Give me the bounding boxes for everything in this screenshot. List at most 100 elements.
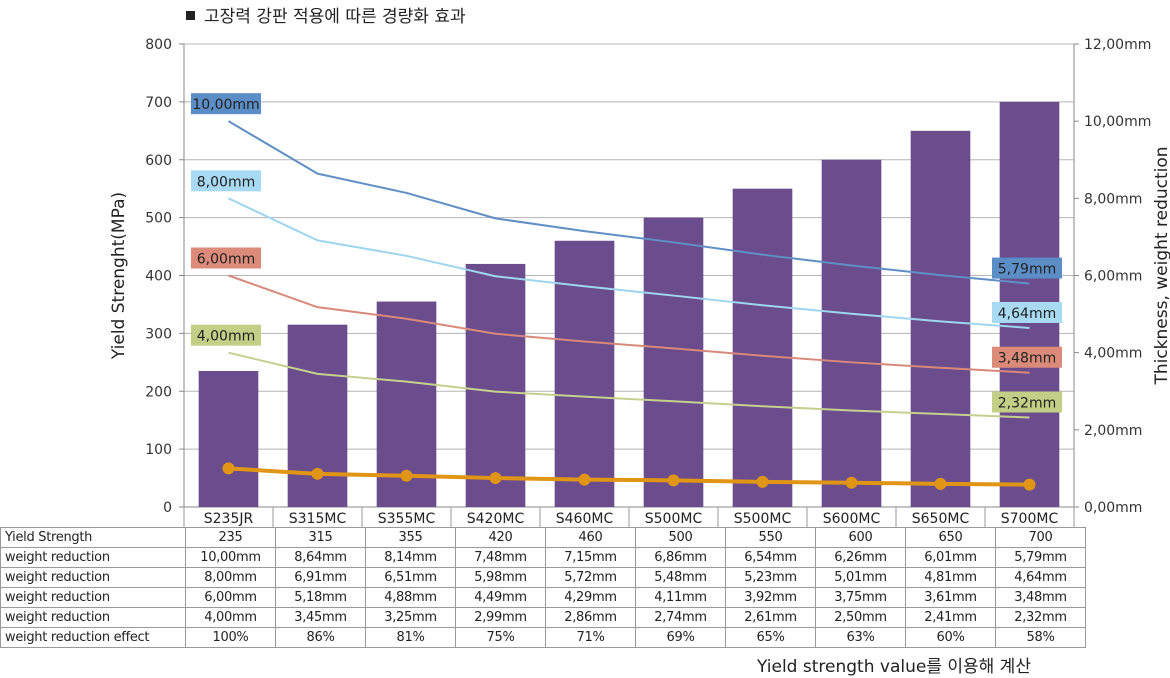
x-tick-label: S315MC bbox=[289, 511, 347, 527]
table-cell: 10,00mm bbox=[185, 547, 276, 568]
table-cell: 5,18mm bbox=[275, 587, 366, 608]
end-value-badge bbox=[992, 346, 1062, 368]
table-cell: 4,11mm bbox=[635, 587, 726, 608]
chart-plot: 0 100 200 300 400 500 600 700 800 0,00mm 2,00mm 4,0… bbox=[109, 37, 1170, 527]
bar bbox=[198, 370, 259, 507]
x-tick-label: S500MC bbox=[734, 511, 792, 527]
table-cell: 6,00mm bbox=[185, 587, 276, 608]
y-axis-title: Yield Strenght(MPa) bbox=[109, 192, 129, 360]
table-cell: 60% bbox=[905, 627, 996, 648]
y2-tick-label: 10,00mm bbox=[1084, 114, 1151, 130]
table-cell: 6,51mm bbox=[365, 567, 456, 588]
table-cell: 460 bbox=[545, 527, 636, 548]
thickness-series-line bbox=[228, 274, 1030, 374]
effect-point bbox=[1023, 478, 1036, 491]
table-cell: 5,98mm bbox=[455, 567, 546, 588]
table-cell: 6,01mm bbox=[905, 547, 996, 568]
start-value-label: 10,00mm bbox=[192, 97, 259, 113]
table-row: weight reduction 10,00mm 8,64mm 8,14mm 7,48m… bbox=[0, 547, 1086, 568]
table-cell: 3,45mm bbox=[275, 607, 366, 628]
x-tick-label: S650MC bbox=[912, 511, 970, 527]
y-tick-label: 600 bbox=[145, 153, 172, 169]
table-cell: 5,79mm bbox=[995, 547, 1086, 568]
thickness-series-line bbox=[227, 120, 1030, 285]
table-row: Yield Strength 235 315 355 420 460 500 550 600 65… bbox=[0, 527, 1086, 548]
table-cell: 69% bbox=[635, 627, 726, 648]
table-cell: 355 bbox=[365, 527, 456, 548]
effect-point bbox=[578, 473, 591, 486]
table-cell: 235 bbox=[185, 527, 276, 548]
table-cell: 4,81mm bbox=[905, 567, 996, 588]
table-row: weight reduction 6,00mm 5,18mm 4,88mm 4,49mm… bbox=[0, 587, 1086, 608]
x-tick-label: S460MC bbox=[556, 511, 614, 527]
table-cell: 5,48mm bbox=[635, 567, 726, 588]
table-row: weight reduction effect 100% 86% 81% 75% 71% 6… bbox=[0, 627, 1086, 648]
x-tick-label: S500MC bbox=[645, 511, 703, 527]
table-cell: 81% bbox=[365, 627, 456, 648]
y-tick-label: 800 bbox=[145, 37, 172, 53]
table-cell: 2,32mm bbox=[995, 607, 1086, 628]
y-tick-label: 100 bbox=[145, 442, 172, 458]
table-cell: 65% bbox=[725, 627, 816, 648]
table-cell: 3,92mm bbox=[725, 587, 816, 608]
y2-tick-label: 4,00mm bbox=[1084, 346, 1142, 362]
table-cell: 8,00mm bbox=[185, 567, 276, 588]
y-tick-label: 0 bbox=[163, 500, 172, 516]
table-cell: 2,86mm bbox=[545, 607, 636, 628]
start-value-label: 6,00mm bbox=[197, 252, 255, 268]
table-cell: 650 bbox=[905, 527, 996, 548]
y2-tick-label: 12,00mm bbox=[1084, 37, 1151, 53]
start-value-label: 4,00mm bbox=[197, 329, 255, 345]
table-cell: 63% bbox=[815, 627, 906, 648]
table-cell: 5,01mm bbox=[815, 567, 906, 588]
row-label: weight reduction bbox=[0, 547, 186, 568]
end-value-label: 3,48mm bbox=[998, 351, 1056, 367]
y2-tick-label: 0,00mm bbox=[1084, 500, 1142, 516]
table-cell: 8,64mm bbox=[275, 547, 366, 568]
x-tick-label: S420MC bbox=[467, 511, 525, 527]
table-cell: 86% bbox=[275, 627, 366, 648]
table-cell: 4,00mm bbox=[185, 607, 276, 628]
effect-point bbox=[756, 475, 769, 488]
end-value-badge bbox=[992, 257, 1062, 279]
effect-point bbox=[311, 467, 324, 480]
footnote: Yield strength value를 이용해 계산 bbox=[757, 657, 1031, 677]
end-value-badge bbox=[992, 301, 1062, 323]
table-cell: 100% bbox=[185, 627, 276, 648]
y2-tick-label: 2,00mm bbox=[1084, 423, 1142, 439]
x-tick-label: S600MC bbox=[823, 511, 881, 527]
table-cell: 58% bbox=[995, 627, 1086, 648]
table-cell: 5,23mm bbox=[725, 567, 816, 588]
title-bullet-icon bbox=[186, 11, 195, 20]
table-cell: 2,50mm bbox=[815, 607, 906, 628]
table-cell: 7,15mm bbox=[545, 547, 636, 568]
row-label: weight reduction effect bbox=[0, 627, 186, 648]
table-cell: 3,61mm bbox=[905, 587, 996, 608]
table-cell: 5,72mm bbox=[545, 567, 636, 588]
row-label: weight reduction bbox=[0, 567, 186, 588]
table-cell: 2,41mm bbox=[905, 607, 996, 628]
start-value-label: 8,00mm bbox=[197, 174, 255, 190]
x-tick-label: S235JR bbox=[204, 511, 254, 527]
start-value-badge bbox=[191, 324, 261, 346]
table-cell: 600 bbox=[815, 527, 906, 548]
y2-tick-label: 6,00mm bbox=[1084, 269, 1142, 285]
table-cell: 71% bbox=[545, 627, 636, 648]
start-value-badge bbox=[191, 247, 261, 269]
effect-point bbox=[400, 469, 413, 482]
table-cell: 4,88mm bbox=[365, 587, 456, 608]
row-label: Yield Strength bbox=[0, 527, 186, 548]
y2-axis-title: Thickness, weight reduction bbox=[1152, 146, 1170, 385]
effect-point bbox=[934, 477, 947, 490]
table-row: weight reduction 4,00mm 3,45mm 3,25mm 2,99mm… bbox=[0, 607, 1086, 628]
table-cell: 7,48mm bbox=[455, 547, 546, 568]
bar bbox=[643, 217, 704, 507]
y2-tick-label: 8,00mm bbox=[1084, 191, 1142, 207]
table-cell: 4,49mm bbox=[455, 587, 546, 608]
table-cell: 4,29mm bbox=[545, 587, 636, 608]
table-cell: 500 bbox=[635, 527, 726, 548]
table-row: weight reduction 8,00mm 6,91mm 6,51mm 5,98mm… bbox=[0, 567, 1086, 588]
table-cell: 75% bbox=[455, 627, 546, 648]
table-cell: 6,54mm bbox=[725, 547, 816, 568]
table-cell: 550 bbox=[725, 527, 816, 548]
